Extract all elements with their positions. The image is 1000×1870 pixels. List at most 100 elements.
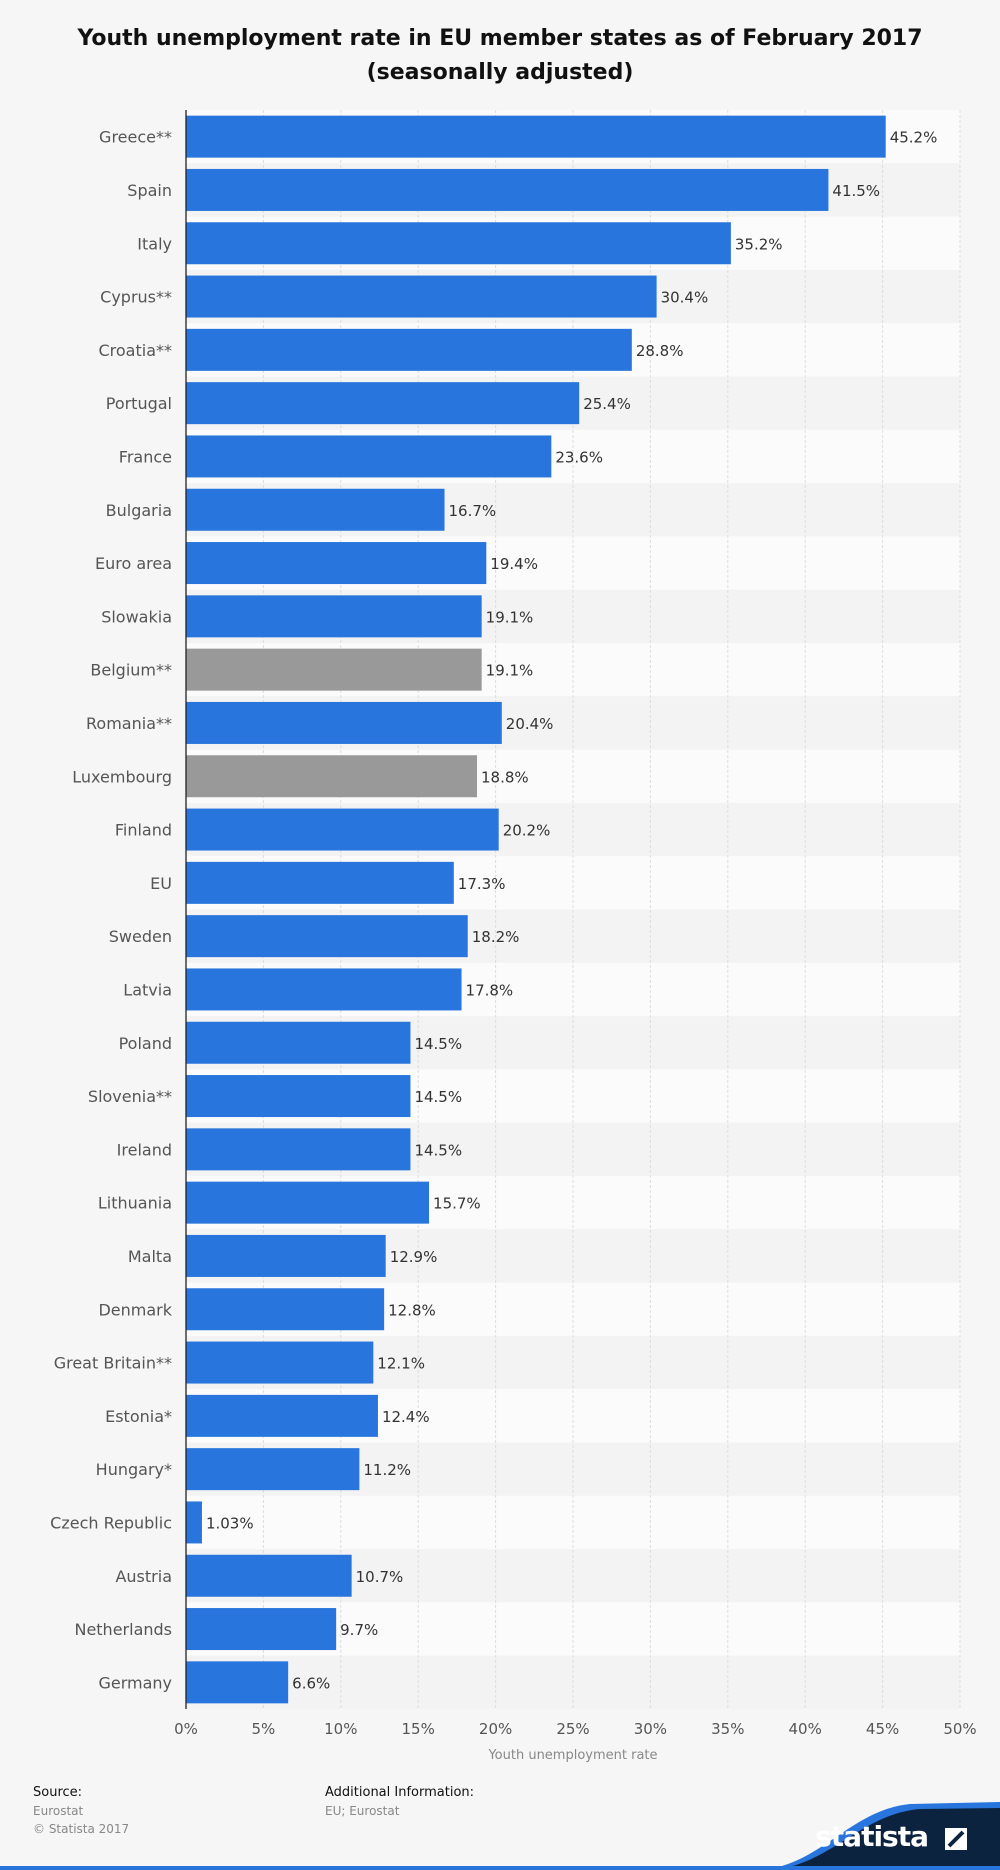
category-label: Latvia xyxy=(123,980,172,999)
chart-title: Youth unemployment rate in EU member sta… xyxy=(60,22,940,90)
value-label: 1.03% xyxy=(206,1514,254,1532)
category-label: Luxembourg xyxy=(72,767,172,786)
category-label: Portugal xyxy=(106,394,172,413)
value-label: 10.7% xyxy=(356,1568,404,1586)
bar xyxy=(186,1554,352,1597)
category-label: Malta xyxy=(128,1247,172,1266)
bar xyxy=(186,1181,430,1224)
bar xyxy=(186,861,454,904)
x-tick-label: 20% xyxy=(479,1720,512,1738)
statista-logo-shape xyxy=(760,1802,1000,1870)
category-label: Austria xyxy=(115,1567,172,1586)
value-label: 6.6% xyxy=(292,1674,330,1692)
additional-info-heading: Additional Information: xyxy=(325,1785,475,1800)
value-label: 17.8% xyxy=(466,981,514,999)
value-label: 20.2% xyxy=(503,822,551,840)
value-label: 23.6% xyxy=(555,448,603,466)
source-block: Source: Eurostat © Statista 2017 xyxy=(33,1784,129,1838)
bar xyxy=(186,435,552,478)
category-label: Sweden xyxy=(109,927,172,946)
bar-chart: Greece** 45.2% Spain 41.5% Italy 35.2% Cyprus*… xyxy=(50,110,977,1763)
category-label: Euro area xyxy=(95,554,172,573)
value-label: 12.4% xyxy=(382,1408,430,1426)
value-label: 14.5% xyxy=(414,1141,462,1159)
value-label: 12.1% xyxy=(377,1355,425,1373)
x-tick-label: 30% xyxy=(634,1720,667,1738)
category-label: Romania** xyxy=(86,714,172,733)
bar xyxy=(186,1448,360,1491)
category-label: Lithuania xyxy=(98,1194,172,1213)
category-label: Slowakia xyxy=(101,607,172,626)
chart-title-line-1: Youth unemployment rate in EU member sta… xyxy=(77,26,923,51)
value-label: 28.8% xyxy=(636,342,684,360)
bar xyxy=(186,1021,411,1064)
bar xyxy=(186,168,829,211)
statista-logo-text: statista xyxy=(815,1820,929,1853)
bar xyxy=(186,1128,411,1171)
category-label: Greece** xyxy=(99,128,172,147)
source-line-1: Eurostat xyxy=(33,1804,84,1818)
bar xyxy=(186,488,445,531)
value-label: 45.2% xyxy=(890,129,938,147)
bar xyxy=(186,755,478,798)
category-label: Great Britain** xyxy=(54,1354,172,1373)
category-label: Denmark xyxy=(98,1300,172,1319)
value-label: 18.8% xyxy=(481,768,529,786)
value-label: 19.4% xyxy=(490,555,538,573)
x-tick-label: 35% xyxy=(711,1720,744,1738)
x-axis-title: Youth unemployment rate xyxy=(487,1748,657,1763)
source-line-2: © Statista 2017 xyxy=(33,1822,130,1836)
category-label: Spain xyxy=(127,181,172,200)
value-label: 12.9% xyxy=(390,1248,438,1266)
category-label: Finland xyxy=(115,821,172,840)
x-tick-label: 45% xyxy=(866,1720,899,1738)
category-label: Hungary* xyxy=(96,1460,172,1479)
category-label: EU xyxy=(150,874,172,893)
value-label: 30.4% xyxy=(661,289,709,307)
bar xyxy=(186,328,632,371)
category-label: Estonia* xyxy=(105,1407,172,1426)
bottom-accent-line xyxy=(0,1866,1000,1870)
bar xyxy=(186,542,487,585)
bar xyxy=(186,382,580,425)
value-label: 35.2% xyxy=(735,235,783,253)
value-label: 9.7% xyxy=(340,1621,378,1639)
category-label: Croatia** xyxy=(98,341,172,360)
x-tick-label: 25% xyxy=(556,1720,589,1738)
statista-mark-icon xyxy=(945,1828,967,1850)
value-label: 15.7% xyxy=(433,1195,481,1213)
category-label: Germany xyxy=(98,1673,172,1692)
bar xyxy=(186,115,886,158)
value-label: 14.5% xyxy=(414,1035,462,1053)
bar xyxy=(186,1075,411,1118)
bar xyxy=(186,222,731,265)
value-label: 16.7% xyxy=(449,502,497,520)
bar xyxy=(186,1234,386,1277)
category-label: Italy xyxy=(137,234,172,253)
bar xyxy=(186,648,482,691)
bar xyxy=(186,701,502,744)
category-label: Belgium** xyxy=(90,661,172,680)
x-tick-label: 50% xyxy=(943,1720,976,1738)
category-label: Bulgaria xyxy=(106,501,172,520)
category-label: Netherlands xyxy=(74,1620,172,1639)
value-label: 14.5% xyxy=(414,1088,462,1106)
bar xyxy=(186,1288,385,1331)
category-label: Slovenia** xyxy=(88,1087,172,1106)
value-label: 19.1% xyxy=(486,662,534,680)
bar xyxy=(186,1394,378,1437)
x-tick-label: 0% xyxy=(174,1720,198,1738)
x-tick-label: 15% xyxy=(402,1720,435,1738)
value-label: 25.4% xyxy=(583,395,631,413)
category-label: Poland xyxy=(119,1034,172,1053)
x-tick-label: 10% xyxy=(324,1720,357,1738)
bar xyxy=(186,1341,374,1384)
category-label: Ireland xyxy=(117,1140,172,1159)
value-label: 41.5% xyxy=(832,182,880,200)
x-tick-label: 40% xyxy=(789,1720,822,1738)
bar xyxy=(186,1661,289,1704)
value-label: 17.3% xyxy=(458,875,506,893)
category-label: Czech Republic xyxy=(50,1513,172,1532)
category-label: Cyprus** xyxy=(100,288,172,307)
bar xyxy=(186,595,482,638)
